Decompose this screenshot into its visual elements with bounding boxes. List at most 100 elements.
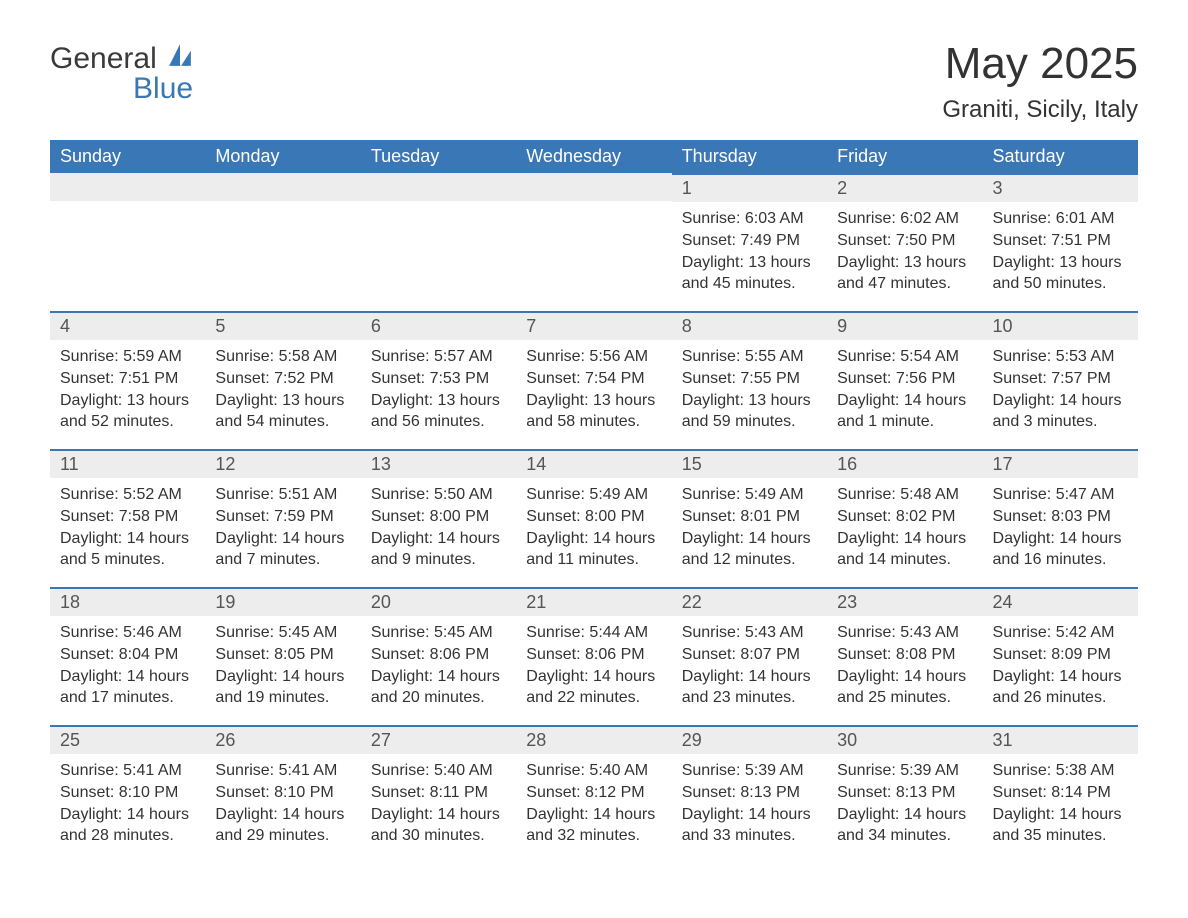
calendar-cell: 16Sunrise: 5:48 AMSunset: 8:02 PMDayligh… [827,449,982,587]
day-number: 20 [361,587,516,616]
sunset-value: 8:06 PM [430,646,490,663]
sunrise-value: 5:47 AM [1056,486,1115,503]
sunrise-label: Sunrise: [60,624,119,641]
daylight-label: Daylight: [837,392,899,409]
day-number: 23 [827,587,982,616]
sunset-line: Sunset: 8:11 PM [371,782,506,804]
day-number: 22 [672,587,827,616]
day-body: Sunrise: 5:46 AMSunset: 8:04 PMDaylight:… [50,616,205,714]
day-body: Sunrise: 5:45 AMSunset: 8:05 PMDaylight:… [205,616,360,714]
sunset-label: Sunset: [993,784,1047,801]
sunset-line: Sunset: 8:05 PM [215,644,350,666]
daylight-label: Daylight: [993,392,1055,409]
sunrise-value: 5:51 AM [279,486,338,503]
sunset-label: Sunset: [526,784,580,801]
sunset-label: Sunset: [371,784,425,801]
day-number: 3 [983,173,1138,202]
daylight-label: Daylight: [526,530,588,547]
day-body: Sunrise: 5:59 AMSunset: 7:51 PMDaylight:… [50,340,205,438]
sunset-line: Sunset: 8:04 PM [60,644,195,666]
sunrise-label: Sunrise: [526,486,585,503]
calendar-table: SundayMondayTuesdayWednesdayThursdayFrid… [50,140,1138,863]
sunset-label: Sunset: [60,508,114,525]
daylight-label: Daylight: [215,530,277,547]
weekday-header-row: SundayMondayTuesdayWednesdayThursdayFrid… [50,140,1138,173]
calendar-cell [205,173,360,311]
sunrise-value: 5:56 AM [589,348,648,365]
day-number: 10 [983,311,1138,340]
sunrise-label: Sunrise: [371,486,430,503]
calendar-cell: 27Sunrise: 5:40 AMSunset: 8:11 PMDayligh… [361,725,516,863]
day-body: Sunrise: 5:53 AMSunset: 7:57 PMDaylight:… [983,340,1138,438]
sunrise-value: 5:55 AM [745,348,804,365]
day-body: Sunrise: 5:39 AMSunset: 8:13 PMDaylight:… [827,754,982,852]
sunset-label: Sunset: [526,370,580,387]
day-number: 11 [50,449,205,478]
sunrise-label: Sunrise: [682,210,741,227]
sunrise-label: Sunrise: [993,762,1052,779]
calendar-cell: 19Sunrise: 5:45 AMSunset: 8:05 PMDayligh… [205,587,360,725]
daylight-line: Daylight: 14 hours and 26 minutes. [993,666,1128,709]
sunset-label: Sunset: [837,370,891,387]
calendar-row: 18Sunrise: 5:46 AMSunset: 8:04 PMDayligh… [50,587,1138,725]
sunrise-label: Sunrise: [682,486,741,503]
daylight-line: Daylight: 14 hours and 12 minutes. [682,528,817,571]
day-body: Sunrise: 5:50 AMSunset: 8:00 PMDaylight:… [361,478,516,576]
sunset-value: 8:08 PM [896,646,956,663]
sunrise-value: 5:41 AM [279,762,338,779]
sunrise-value: 6:03 AM [745,210,804,227]
day-number: 9 [827,311,982,340]
sunrise-line: Sunrise: 6:03 AM [682,208,817,230]
sunset-label: Sunset: [60,370,114,387]
calendar-cell: 9Sunrise: 5:54 AMSunset: 7:56 PMDaylight… [827,311,982,449]
weekday-header: Friday [827,140,982,173]
sunrise-line: Sunrise: 5:50 AM [371,484,506,506]
daylight-line: Daylight: 14 hours and 14 minutes. [837,528,972,571]
sunset-label: Sunset: [215,370,269,387]
calendar-cell: 5Sunrise: 5:58 AMSunset: 7:52 PMDaylight… [205,311,360,449]
sunset-line: Sunset: 7:50 PM [837,230,972,252]
daylight-label: Daylight: [682,392,744,409]
sunset-label: Sunset: [60,784,114,801]
sunrise-line: Sunrise: 5:44 AM [526,622,661,644]
sunset-label: Sunset: [993,646,1047,663]
header: General Blue May 2025 Graniti, Sicily, I… [50,40,1138,124]
sunrise-value: 5:38 AM [1056,762,1115,779]
daylight-line: Daylight: 14 hours and 7 minutes. [215,528,350,571]
sunrise-line: Sunrise: 5:53 AM [993,346,1128,368]
sunset-label: Sunset: [682,508,736,525]
day-body: Sunrise: 5:45 AMSunset: 8:06 PMDaylight:… [361,616,516,714]
sunrise-line: Sunrise: 5:51 AM [215,484,350,506]
day-body: Sunrise: 5:41 AMSunset: 8:10 PMDaylight:… [50,754,205,852]
calendar-cell: 10Sunrise: 5:53 AMSunset: 7:57 PMDayligh… [983,311,1138,449]
calendar-cell: 23Sunrise: 5:43 AMSunset: 8:08 PMDayligh… [827,587,982,725]
sunset-value: 8:00 PM [430,508,490,525]
sunset-value: 7:56 PM [896,370,956,387]
day-number: 2 [827,173,982,202]
sunset-line: Sunset: 7:52 PM [215,368,350,390]
daylight-label: Daylight: [371,806,433,823]
day-body: Sunrise: 5:49 AMSunset: 8:00 PMDaylight:… [516,478,671,576]
sunrise-value: 5:49 AM [745,486,804,503]
sunrise-value: 5:57 AM [434,348,493,365]
logo-line1: General [50,42,157,75]
sunrise-value: 5:40 AM [434,762,493,779]
day-number: 12 [205,449,360,478]
sunrise-line: Sunrise: 5:59 AM [60,346,195,368]
daylight-line: Daylight: 13 hours and 56 minutes. [371,390,506,433]
calendar-row: 11Sunrise: 5:52 AMSunset: 7:58 PMDayligh… [50,449,1138,587]
sunrise-label: Sunrise: [837,486,896,503]
sunset-label: Sunset: [993,370,1047,387]
day-number: 5 [205,311,360,340]
daylight-line: Daylight: 14 hours and 34 minutes. [837,804,972,847]
calendar-cell: 11Sunrise: 5:52 AMSunset: 7:58 PMDayligh… [50,449,205,587]
sunset-value: 7:53 PM [430,370,490,387]
calendar-cell: 12Sunrise: 5:51 AMSunset: 7:59 PMDayligh… [205,449,360,587]
day-body: Sunrise: 5:57 AMSunset: 7:53 PMDaylight:… [361,340,516,438]
daylight-line: Daylight: 14 hours and 9 minutes. [371,528,506,571]
sunrise-line: Sunrise: 5:45 AM [371,622,506,644]
sunset-label: Sunset: [682,370,736,387]
daylight-line: Daylight: 14 hours and 23 minutes. [682,666,817,709]
sunset-line: Sunset: 8:00 PM [526,506,661,528]
day-body: Sunrise: 5:38 AMSunset: 8:14 PMDaylight:… [983,754,1138,852]
